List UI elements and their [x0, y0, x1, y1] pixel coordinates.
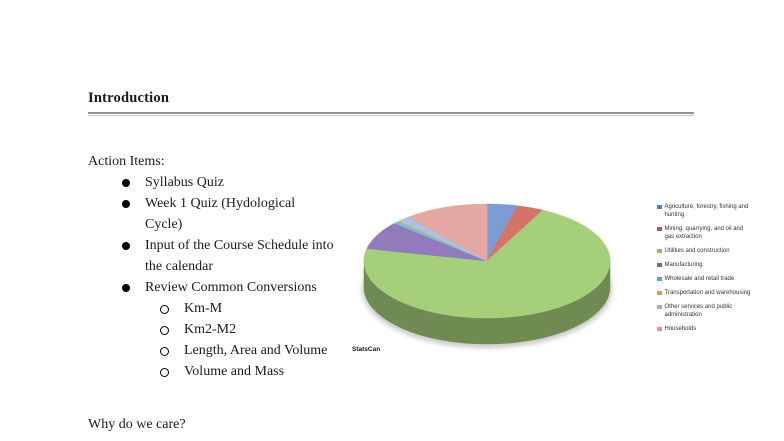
legend-item: Utilities and construction	[657, 247, 753, 255]
list-item-text: Volume and Mass	[184, 364, 285, 379]
legend-item: Wholesale and retail trade	[657, 275, 753, 283]
list-item: Km2-M2	[88, 319, 336, 340]
list-item: Length, Area and Volume	[88, 340, 336, 361]
bullet-list: Syllabus Quiz Week 1 Quiz (Hydological Cy…	[88, 172, 358, 382]
list-item: Review Common Conversions	[88, 277, 335, 298]
list-item: Week 1 Quiz (Hydological Cycle)	[88, 193, 335, 235]
legend-marker	[657, 248, 662, 253]
list-item-text: Review Common Conversions	[145, 280, 317, 295]
closing-question: Why do we care?	[88, 417, 186, 432]
list-item-text: Week 1 Quiz (Hydological Cycle)	[145, 196, 296, 232]
chart-legend: Agriculture, forestry, fishing and hunti…	[657, 203, 753, 339]
legend-label: Transportation and warehousing	[664, 290, 751, 296]
pie-slice	[407, 203, 488, 262]
legend-item: Manufacturing	[657, 261, 753, 269]
list-item: Input of the Course Schedule into the ca…	[88, 235, 335, 277]
legend-label: Other services and public administration	[664, 304, 733, 318]
list-item-text: Km-M	[184, 301, 223, 316]
action-items-label: Action Items:	[88, 154, 165, 169]
list-item: Volume and Mass	[88, 361, 336, 382]
chart-source-label: StatsCan	[352, 346, 381, 353]
hollow-bullet-icon	[160, 367, 169, 377]
hollow-bullet-icon	[160, 304, 169, 314]
heading-block: Introduction	[88, 90, 694, 116]
filled-bullet-icon	[122, 199, 130, 208]
legend-label: Utilities and construction	[664, 248, 730, 254]
embedded-pie-chart-figure[interactable]: StatsCan Agriculture, forestry, fishing …	[345, 188, 784, 383]
list-item-text: Km2-M2	[184, 322, 237, 337]
legend-marker	[657, 290, 662, 295]
legend-marker	[657, 276, 662, 281]
legend-item: Other services and public administration	[657, 303, 753, 319]
legend-marker	[657, 262, 662, 267]
filled-bullet-icon	[122, 283, 130, 292]
list-item: Km-M	[88, 298, 336, 319]
list-item: Syllabus Quiz	[88, 172, 335, 193]
list-item-text: Length, Area and Volume	[184, 343, 328, 358]
legend-label: Wholesale and retail trade	[664, 276, 735, 282]
pie-chart-svg	[362, 203, 612, 348]
pie-slice	[363, 209, 611, 319]
page-heading: Introduction	[88, 90, 170, 106]
pie-slices	[363, 203, 611, 319]
list-item-text: Input of the Course Schedule into the ca…	[145, 238, 334, 274]
legend-item: Mining, quarrying, and oil and gas extra…	[657, 225, 753, 241]
heading-underline-rule	[88, 112, 694, 116]
legend-item: Households	[657, 325, 753, 333]
filled-bullet-icon	[122, 241, 130, 250]
legend-item: Transportation and warehousing	[657, 289, 753, 297]
legend-marker	[657, 204, 662, 209]
list-item-text: Syllabus Quiz	[145, 175, 224, 190]
hollow-bullet-icon	[160, 346, 169, 356]
legend-label: Households	[664, 326, 697, 332]
legend-label: Agriculture, forestry, fishing and hunti…	[664, 204, 749, 218]
legend-item: Agriculture, forestry, fishing and hunti…	[657, 203, 753, 219]
legend-label: Manufacturing	[664, 262, 703, 268]
action-items-section: Action Items: Syllabus Quiz Week 1 Quiz (…	[88, 151, 358, 382]
hollow-bullet-icon	[160, 325, 169, 335]
legend-marker	[657, 226, 662, 231]
filled-bullet-icon	[122, 178, 130, 187]
legend-marker	[657, 304, 662, 309]
legend-label: Mining, quarrying, and oil and gas extra…	[664, 226, 744, 240]
legend-marker	[657, 326, 662, 331]
